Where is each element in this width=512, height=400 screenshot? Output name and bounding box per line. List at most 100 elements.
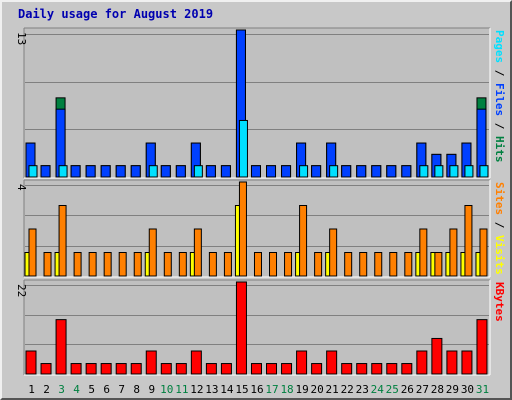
bar-pages <box>299 165 309 178</box>
bar-sites <box>404 252 413 277</box>
bar-kbytes <box>446 350 458 375</box>
bar-kbytes <box>220 363 232 375</box>
legend: Pages / Files / Hits <box>493 30 506 163</box>
bar-pages <box>479 165 489 178</box>
x-tick-label: 31 <box>476 383 489 396</box>
legend-entry-files: Files <box>493 83 506 116</box>
bar-pages <box>449 165 459 178</box>
bar-sites <box>88 252 97 277</box>
bar-kbytes <box>100 363 112 375</box>
x-tick-label: 27 <box>416 383 429 396</box>
legend-entry-hits: Hits <box>493 136 506 163</box>
bar-sites <box>238 181 247 277</box>
x-tick-label: 23 <box>356 383 369 396</box>
x-tick-label: 17 <box>265 383 278 396</box>
legend: KBytes <box>493 282 506 322</box>
legend-entry-visits: Visits <box>493 235 506 275</box>
bar-kbytes <box>431 337 443 375</box>
bar-sites <box>73 252 82 277</box>
x-tick-label: 25 <box>386 383 399 396</box>
bar-files <box>70 165 81 178</box>
bar-sites <box>464 205 473 277</box>
x-tick-label: 30 <box>461 383 474 396</box>
bar-kbytes <box>476 319 488 375</box>
bar-kbytes <box>266 363 278 375</box>
bar-kbytes <box>311 363 323 375</box>
bar-kbytes <box>356 363 368 375</box>
bar-files <box>115 165 126 178</box>
x-tick-label: 28 <box>431 383 444 396</box>
legend-entry-sites: Sites <box>493 182 506 215</box>
bar-sites <box>118 252 127 277</box>
x-tick-label: 4 <box>73 383 80 396</box>
x-tick-label: 24 <box>371 383 385 396</box>
bar-sites <box>103 252 112 277</box>
bar-kbytes <box>190 350 202 375</box>
bar-sites <box>208 252 217 277</box>
x-tick-label: 16 <box>250 383 263 396</box>
legend-entry-pages: Pages <box>493 30 506 63</box>
legend-separator: / <box>493 116 506 136</box>
x-tick-label: 7 <box>118 383 125 396</box>
bar-pages <box>434 165 444 178</box>
y-max-label: 4 <box>15 184 28 191</box>
x-tick-label: 6 <box>103 383 110 396</box>
bar-kbytes <box>145 350 157 375</box>
bar-kbytes <box>341 363 353 375</box>
bar-sites <box>419 228 428 277</box>
panel-background <box>24 280 490 375</box>
bar-sites <box>434 252 443 277</box>
x-tick-label: 9 <box>148 383 155 396</box>
x-tick-label: 13 <box>205 383 218 396</box>
chart-title: Daily usage for August 2019 <box>18 7 214 21</box>
bar-sites <box>133 252 142 277</box>
panel-background <box>24 28 490 178</box>
legend: Sites / Visits <box>493 182 506 275</box>
bar-sites <box>479 228 488 277</box>
bar-sites <box>314 252 323 277</box>
bar-files <box>281 165 292 178</box>
x-tick-label: 22 <box>341 383 354 396</box>
bar-sites <box>223 252 232 277</box>
bar-pages <box>464 165 474 178</box>
bar-files <box>386 165 397 178</box>
bar-kbytes <box>55 319 67 375</box>
bar-pages <box>148 165 158 178</box>
bar-kbytes <box>115 363 127 375</box>
x-tick-label: 29 <box>446 383 459 396</box>
bar-kbytes <box>416 350 428 375</box>
bar-kbytes <box>461 350 473 375</box>
bar-kbytes <box>235 281 247 375</box>
bar-kbytes <box>281 363 293 375</box>
bar-kbytes <box>250 363 262 375</box>
bar-files <box>266 165 277 178</box>
bar-kbytes <box>160 363 172 375</box>
bar-files <box>220 165 231 178</box>
bar-kbytes <box>296 350 308 375</box>
x-tick-label: 10 <box>160 383 173 396</box>
bar-kbytes <box>130 363 142 375</box>
bar-sites <box>193 228 202 277</box>
x-tick-label: 26 <box>401 383 414 396</box>
bar-sites <box>374 252 383 277</box>
x-tick-label: 5 <box>88 383 95 396</box>
bar-sites <box>284 252 293 277</box>
bar-files <box>341 165 352 178</box>
bar-pages <box>329 165 339 178</box>
bar-sites <box>329 228 338 277</box>
bar-sites <box>253 252 262 277</box>
legend-separator: / <box>493 63 506 83</box>
bar-kbytes <box>401 363 413 375</box>
legend-entry-kbytes: KBytes <box>493 282 506 322</box>
legend-separator: / <box>493 215 506 235</box>
bar-files <box>40 165 51 178</box>
bar-pages <box>58 165 68 178</box>
bar-files <box>85 165 96 178</box>
bar-sites <box>58 205 67 277</box>
bar-files <box>356 165 367 178</box>
bar-kbytes <box>70 363 82 375</box>
bar-kbytes <box>205 363 217 375</box>
x-tick-label: 8 <box>133 383 140 396</box>
bar-files <box>130 165 141 178</box>
